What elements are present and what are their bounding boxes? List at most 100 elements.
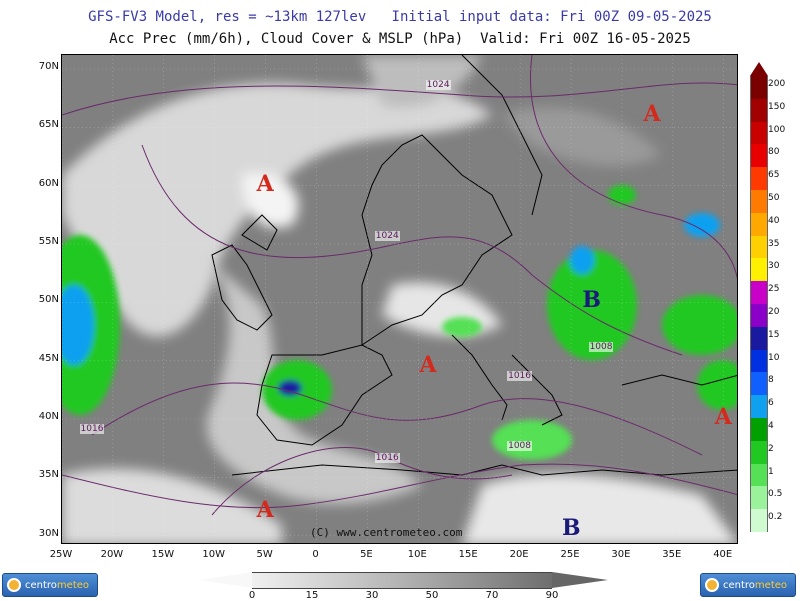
legend-color-swatch [750,144,768,168]
latitude-label: 65N [38,119,59,131]
latitude-label: 35N [38,469,59,481]
lat-lon-grid [62,55,737,543]
latitude-label: 30N [38,527,59,539]
cloud-legend-segment [252,572,312,589]
legend-color-swatch [750,349,768,373]
legend-color-swatch [750,98,768,122]
legend-value-label: 20 [768,307,780,317]
legend-value-label: 200 [768,79,786,89]
low-pressure-marker: B [562,514,581,541]
legend-value-label: 150 [768,101,786,112]
legend-color-swatch [750,304,768,327]
precipitation-layer [62,185,737,460]
isobar-value-label: 1008 [507,441,533,452]
coastlines [211,55,737,476]
high-pressure-marker: A [256,497,274,524]
longitude-label: 10W [202,549,226,560]
legend-value-label: 0.5 [768,489,783,500]
header-line-1: GFS-FV3 Model, res = ~13km 127lev Initia… [88,9,712,25]
legend-color-swatch [750,418,768,441]
longitude-label: 25E [560,549,580,560]
legend-color-swatch [750,121,768,145]
legend-color-swatch [750,167,768,190]
logo-text-a: centro [723,579,755,591]
latitude-label: 70N [38,61,59,72]
isobar-value-label: 1016 [507,371,533,382]
high-pressure-marker: A [643,100,661,127]
longitude-label: 30E [611,549,631,560]
cloud-legend-segment [492,572,552,589]
legend-value-label: 100 [768,124,786,135]
legend-color-swatch [750,235,768,259]
globe-icon [705,578,719,592]
cloud-legend-segment [432,572,492,589]
legend-value-label: 30 [768,261,780,272]
weather-map [61,54,738,544]
latitude-label: 40N [38,411,59,422]
legend-color-swatch [750,212,768,236]
longitude-label: 20E [509,549,529,560]
legend-color-swatch [750,372,768,396]
latitude-label: 60N [38,177,59,189]
legend-color-swatch [750,486,768,510]
longitude-label: 5W [256,549,273,560]
legend-value-label: 10 [768,352,780,363]
cloud-legend-label: 30 [365,590,379,601]
isobar-value-label: 1016 [79,423,105,434]
high-pressure-marker: A [256,170,274,197]
header-line-2: Acc Prec (mm/6h), Cloud Cover & MSLP (hP… [109,31,691,47]
longitude-label: 5E [360,549,373,560]
legend-color-swatch [750,440,768,464]
high-pressure-marker: A [419,351,437,378]
cloud-legend-label: 90 [545,590,559,601]
high-pressure-marker: A [714,404,732,430]
legend-value-label: 8 [768,375,774,386]
legend-value-label: 1 [768,466,774,477]
legend-value-label: 80 [768,147,780,158]
legend-color-swatch [750,463,768,487]
latitude-label: 45N [38,352,59,364]
cloud-legend-segment [372,572,432,589]
legend-value-label: 0.2 [768,512,783,523]
legend-value-label: 35 [768,238,780,249]
legend-value-label: 15 [768,329,780,340]
cloud-cover-layer [62,55,737,543]
globe-icon [7,578,21,592]
legend-value-label: 6 [768,398,774,409]
logo-text-b: meteo [56,579,90,591]
isobar-value-label: 1016 [374,452,400,463]
isobar-value-label: 1024 [374,231,400,242]
legend-value-label: 65 [768,170,780,181]
cloud-legend-label: 15 [305,590,319,601]
legend-top-arrow [750,62,768,76]
legend-value-label: 50 [768,193,780,203]
legend-value-label: 2 [768,443,774,454]
isobar-value-label: 1024 [425,79,451,90]
cloud-legend-right-wedge [552,572,608,588]
legend-value-label: 4 [768,421,774,431]
centrometeo-logo-right[interactable]: centro meteo [700,573,796,597]
legend-color-swatch [750,281,768,304]
legend-color-swatch [750,326,768,350]
legend-value-label: 25 [768,284,780,295]
cloud-legend-left-wedge [200,572,252,588]
longitude-label: 10E [407,549,427,560]
legend-color-swatch [750,76,768,99]
longitude-label: 35E [662,549,682,560]
logo-text-b: meteo [754,579,788,591]
legend-value-label: 40 [768,215,780,226]
legend-color-swatch [750,258,768,282]
longitude-label: 40E [713,549,733,560]
copyright-text: (C) www.centrometeo.com [310,526,463,539]
isobar-value-label: 1008 [588,342,614,352]
longitude-label: 15E [458,549,478,560]
longitude-label: 15W [151,549,175,560]
precipitation-legend: 200 150 100 80 65 50 40 35 30 25 20 15 10 8 6 4 2 1 0.5 0.2 [746,62,798,532]
low-pressure-marker: B [582,287,601,314]
latitude-label: 55N [38,236,59,247]
centrometeo-logo-left[interactable]: centro meteo [2,573,98,597]
latitude-label: 50N [38,294,59,306]
longitude-label: 25W [49,549,73,560]
legend-color-swatch [750,190,768,213]
legend-color-swatch [750,395,768,418]
